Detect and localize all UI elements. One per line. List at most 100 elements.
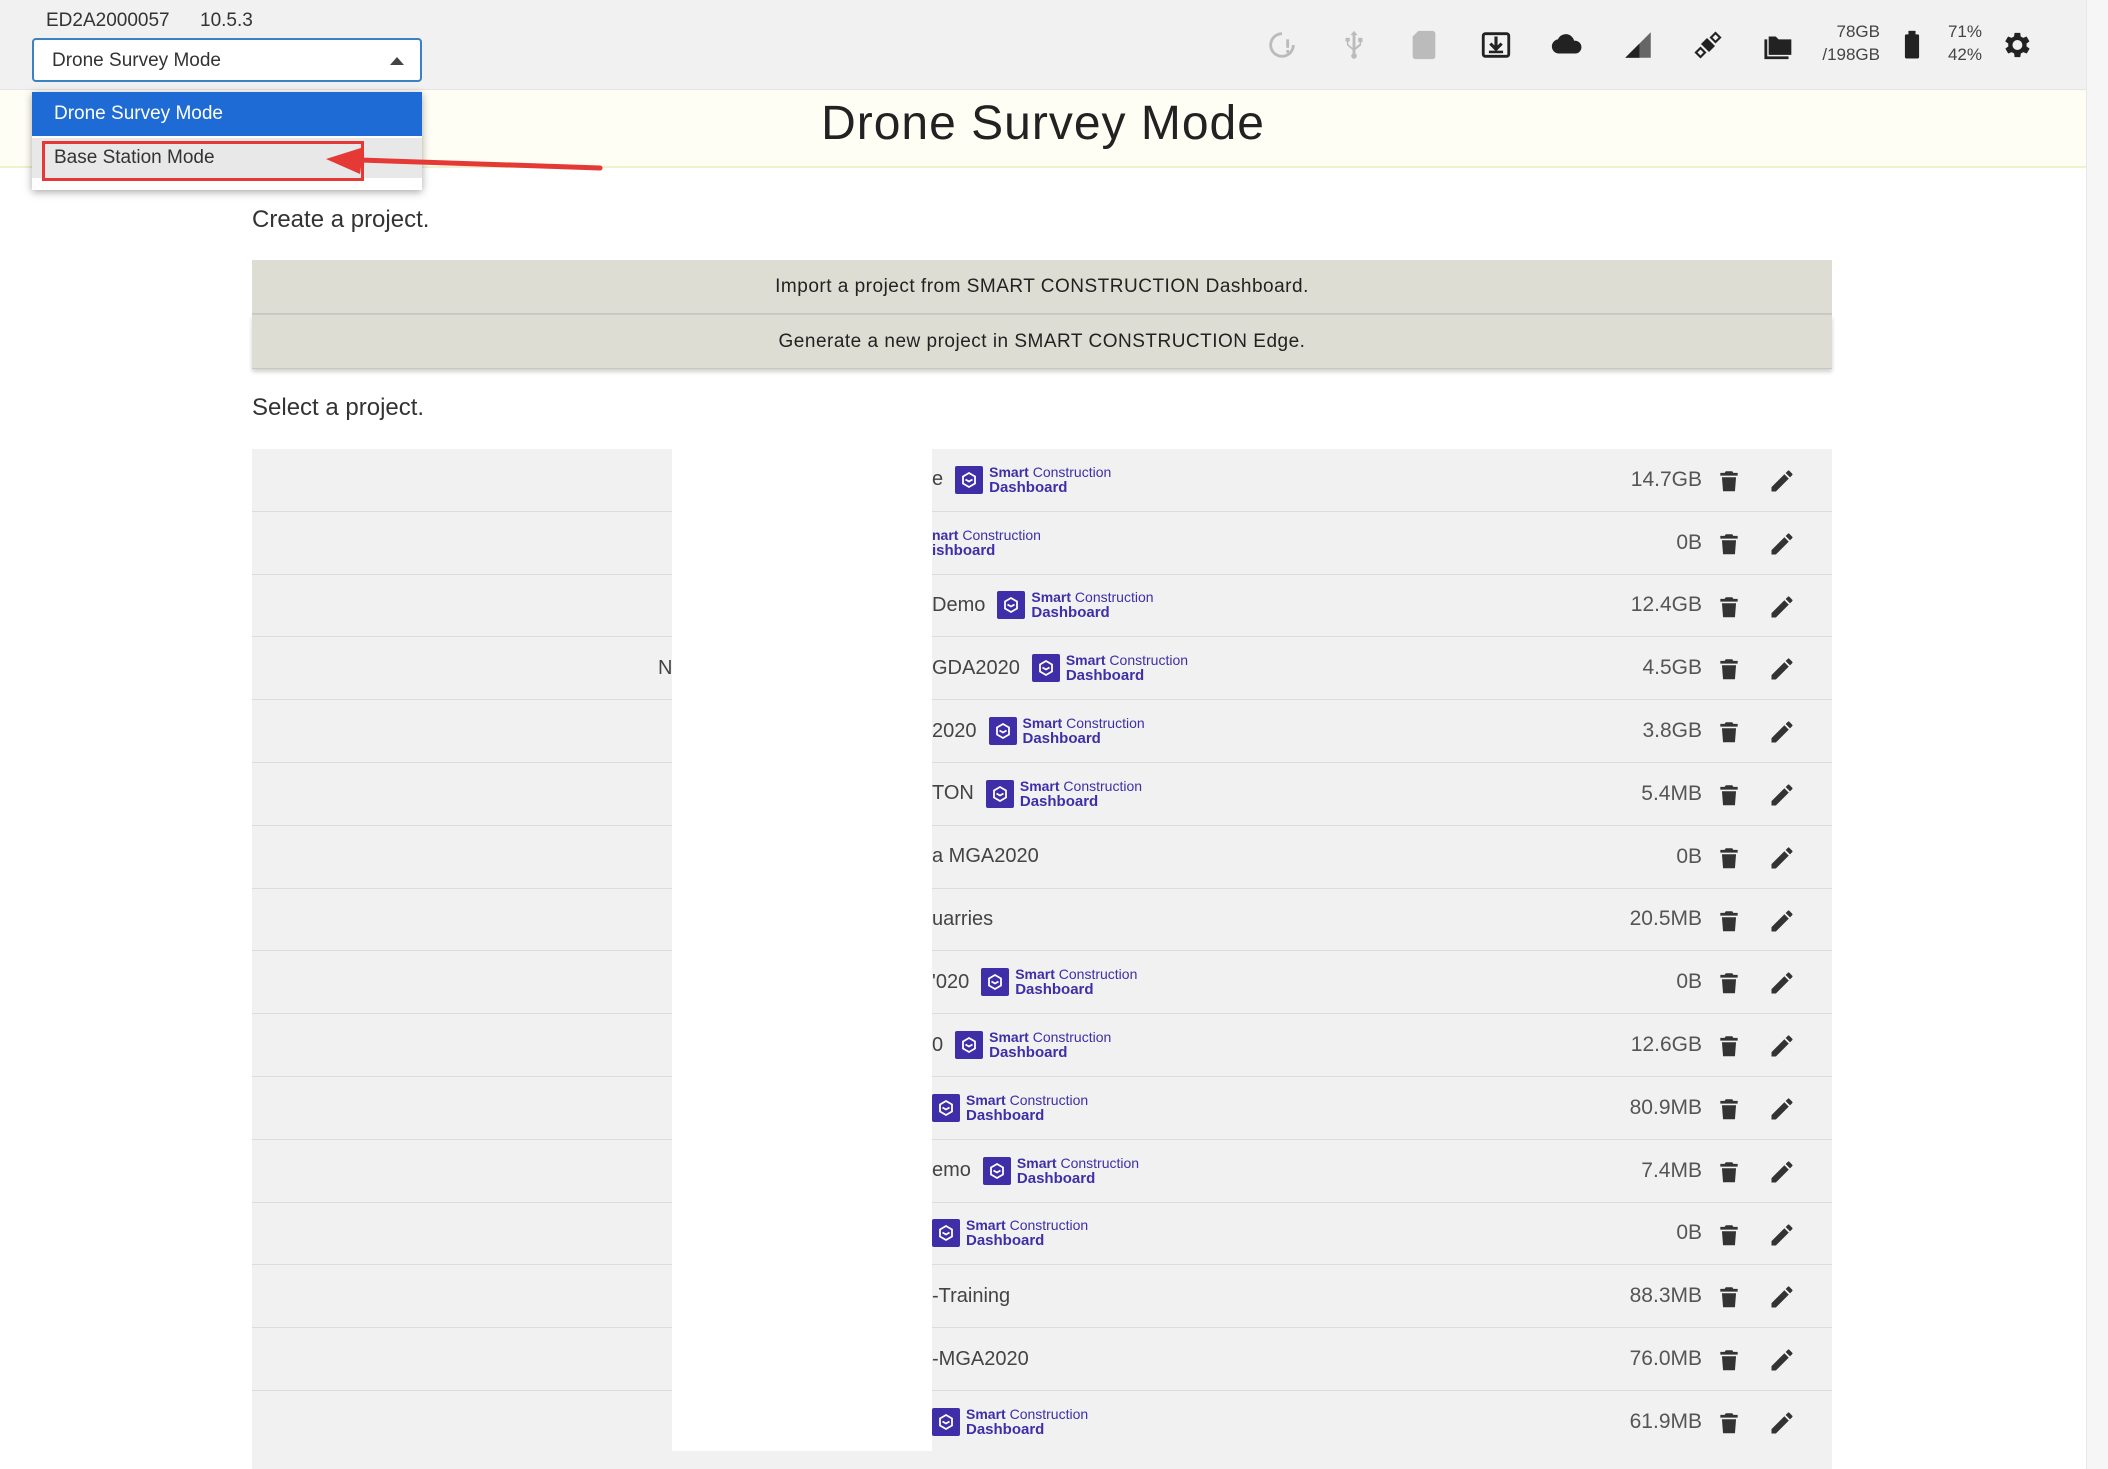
project-name-cell: TON Smart Construction Dashboard — [932, 763, 1142, 825]
create-project-label: Create a project. — [252, 206, 430, 233]
pencil-icon[interactable] — [1768, 781, 1796, 809]
project-size: 80.9MB — [1629, 1095, 1702, 1119]
pencil-icon[interactable] — [1768, 1409, 1796, 1437]
dashboard-logo-icon — [1031, 654, 1060, 683]
smart-construction-dashboard-badge: Smart Construction Dashboard — [932, 1092, 1088, 1124]
project-row[interactable]: Demo Smart Construction Dashboard 12.4GB — [252, 574, 1832, 638]
project-name-cell: GDA2020 Smart Construction Dashboard — [932, 637, 1188, 699]
sync-status-icon[interactable] — [1260, 22, 1304, 68]
trash-icon[interactable] — [1716, 1032, 1742, 1060]
pencil-icon[interactable] — [1768, 1032, 1796, 1060]
trash-icon[interactable] — [1716, 1409, 1742, 1437]
project-row[interactable]: TON Smart Construction Dashboard 5.4MB — [252, 762, 1832, 826]
smart-construction-dashboard-badge: Smart Construction Dashboard — [932, 1406, 1088, 1437]
trash-icon[interactable] — [1716, 530, 1742, 558]
trash-icon[interactable] — [1716, 1158, 1742, 1186]
project-size: 88.3MB — [1629, 1284, 1702, 1308]
project-name-cell: Smart Construction Dashboard — [932, 1203, 1088, 1265]
pencil-icon[interactable] — [1768, 907, 1796, 935]
trash-icon[interactable] — [1716, 844, 1742, 872]
project-row[interactable]: N GDA2020 Smart Construction Dashboard 4.5GB — [252, 637, 1832, 701]
pencil-icon[interactable] — [1768, 530, 1796, 558]
badge-line2: Dashboard — [966, 1106, 1045, 1124]
trash-icon[interactable] — [1716, 655, 1742, 683]
generate-project-button[interactable]: Generate a new project in SMART CONSTRUC… — [252, 315, 1832, 369]
trash-icon[interactable] — [1716, 467, 1742, 495]
project-row[interactable]: 0 Smart Construction Dashboard 12.6GB — [252, 1014, 1832, 1077]
project-row[interactable]: Smart Construction Dashboard 80.9MB — [252, 1076, 1832, 1140]
project-row[interactable]: emo Smart Construction Dashboard 7.4MB — [252, 1139, 1832, 1203]
pencil-icon[interactable] — [1768, 969, 1796, 997]
signal-icon[interactable] — [1616, 22, 1660, 68]
project-row[interactable]: nart Construction ishboard 0B — [252, 511, 1832, 575]
pencil-icon[interactable] — [1768, 593, 1796, 621]
project-name-cell: '020 Smart Construction Dashboard — [932, 951, 1137, 1013]
trash-icon[interactable] — [1716, 1095, 1742, 1123]
project-row[interactable]: Smart Construction Dashboard 61.9MB — [252, 1390, 1832, 1454]
dashboard-logo-icon — [985, 779, 1014, 808]
badge-line2: Dashboard — [1031, 604, 1110, 622]
badge-line2: Dashboard — [1015, 981, 1094, 999]
smart-construction-dashboard-badge: Smart Construction Dashboard — [988, 716, 1145, 746]
project-row[interactable]: -MGA2020 76.0MB — [252, 1328, 1832, 1391]
status-icons — [0, 22, 2086, 72]
pencil-icon[interactable] — [1768, 1158, 1796, 1186]
project-name: TON — [932, 782, 974, 805]
usb-icon[interactable] — [1332, 22, 1376, 68]
trash-icon[interactable] — [1716, 1283, 1742, 1311]
trash-icon[interactable] — [1716, 969, 1742, 997]
trash-icon[interactable] — [1716, 1346, 1742, 1374]
pencil-icon[interactable] — [1768, 467, 1796, 495]
sd-card-icon[interactable] — [1402, 22, 1446, 68]
trash-icon[interactable] — [1716, 593, 1742, 621]
satellite-icon[interactable] — [1686, 22, 1730, 68]
project-row[interactable]: -Training 88.3MB — [252, 1265, 1832, 1329]
import-project-button[interactable]: Import a project from SMART CONSTRUCTION… — [252, 260, 1832, 314]
redacted-area — [672, 449, 932, 1451]
project-size: 14.7GB — [1630, 467, 1702, 491]
project-size: 61.9MB — [1629, 1409, 1702, 1433]
pencil-icon[interactable] — [1768, 1283, 1796, 1311]
pencil-icon[interactable] — [1768, 1221, 1796, 1249]
folder-icon[interactable] — [1758, 22, 1802, 68]
mode-select[interactable]: Drone Survey Mode — [32, 38, 422, 82]
project-name-cell: emo Smart Construction Dashboard — [932, 1140, 1139, 1202]
gear-icon[interactable] — [1994, 22, 2038, 68]
trash-icon[interactable] — [1716, 1221, 1742, 1249]
smart-construction-dashboard-badge: Smart Construction Dashboard — [955, 463, 1112, 495]
smart-construction-dashboard-badge: Smart Construction Dashboard — [955, 1030, 1111, 1060]
project-row[interactable]: e Smart Construction Dashboard 14.7GB — [252, 449, 1832, 512]
trash-icon[interactable] — [1716, 907, 1742, 935]
badge-line1: Smart Construction — [1031, 589, 1154, 606]
dashboard-logo-icon — [932, 1219, 960, 1248]
project-row[interactable]: uarries 20.5MB — [252, 888, 1832, 952]
battery-level-1: 71% — [1947, 22, 1982, 41]
scrollbar-track[interactable] — [2086, 0, 2108, 1469]
badge-line1: Smart Construction — [1019, 777, 1143, 794]
project-row[interactable]: Smart Construction Dashboard 0B — [252, 1202, 1832, 1266]
project-list: e Smart Construction Dashboard 14.7GB nart C… — [252, 449, 1832, 1454]
project-row[interactable]: 2020 Smart Construction Dashboard 3.8GB — [252, 700, 1832, 763]
project-name-cell: Smart Construction Dashboard — [932, 1077, 1088, 1139]
option-drone-survey-mode[interactable]: Drone Survey Mode — [32, 92, 422, 136]
pencil-icon[interactable] — [1768, 1095, 1796, 1123]
pencil-icon[interactable] — [1768, 1346, 1796, 1374]
dashboard-logo-icon — [932, 1407, 960, 1436]
badge-line1: Smart Construction — [989, 1029, 1112, 1046]
dashboard-logo-icon — [981, 968, 1010, 997]
pencil-icon[interactable] — [1768, 844, 1796, 872]
project-size: 76.0MB — [1629, 1347, 1702, 1371]
storage-used: 78GB — [1836, 22, 1880, 41]
trash-icon[interactable] — [1716, 781, 1742, 809]
download-icon[interactable] — [1474, 22, 1518, 68]
smart-construction-dashboard-badge: Smart Construction Dashboard — [932, 1218, 1088, 1248]
project-row[interactable]: a MGA2020 0B — [252, 825, 1832, 889]
pencil-icon[interactable] — [1768, 718, 1796, 746]
cloud-icon[interactable] — [1544, 22, 1588, 68]
project-name: 2020 — [932, 719, 977, 742]
project-row[interactable]: '020 Smart Construction Dashboard 0B — [252, 951, 1832, 1015]
badge-line1: Smart Construction — [989, 463, 1112, 480]
project-size: 7.4MB — [1641, 1158, 1702, 1182]
pencil-icon[interactable] — [1768, 655, 1796, 683]
trash-icon[interactable] — [1716, 718, 1742, 746]
